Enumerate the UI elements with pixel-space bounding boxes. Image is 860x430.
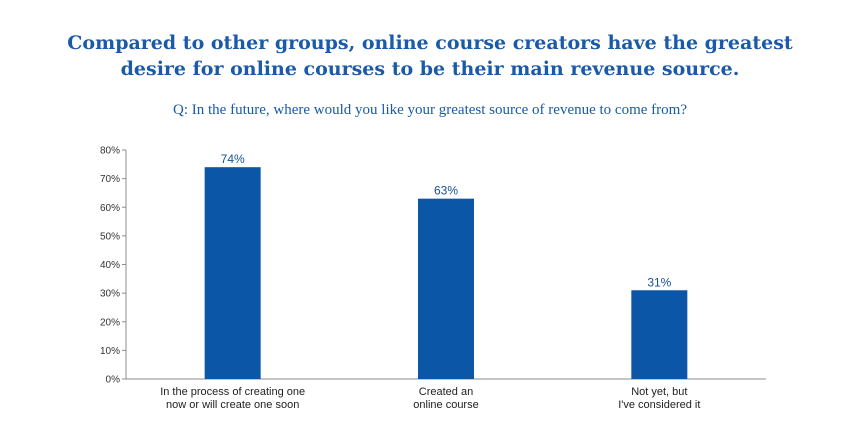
y-tick-label: 0% xyxy=(106,375,121,386)
y-tick-label: 80% xyxy=(100,146,120,157)
category-label: online course xyxy=(413,399,478,411)
chart-subtitle: Q: In the future, where would you like y… xyxy=(173,102,687,118)
bar xyxy=(631,290,688,379)
bar xyxy=(418,198,474,379)
data-label: 31% xyxy=(647,275,671,289)
bar xyxy=(204,167,261,379)
category-label: In the process of creating one xyxy=(160,386,305,398)
y-tick-label: 60% xyxy=(100,203,120,214)
category-label: Not yet, but xyxy=(631,386,687,398)
category-label: Created an xyxy=(419,386,473,398)
y-tick-label: 40% xyxy=(100,260,120,271)
y-tick-label: 70% xyxy=(100,174,120,185)
category-label: I've considered it xyxy=(618,399,700,411)
chart-title-line-2: desire for online courses to be their ma… xyxy=(120,58,740,80)
chart-title-line-1: Compared to other groups, online course … xyxy=(67,32,793,54)
y-tick-label: 20% xyxy=(100,317,120,328)
data-label: 74% xyxy=(221,152,245,166)
y-tick-label: 10% xyxy=(100,346,120,357)
data-label: 63% xyxy=(434,184,458,198)
chart-title: Compared to other groups, online course … xyxy=(0,30,860,82)
y-tick-label: 30% xyxy=(100,289,120,300)
category-label: now or will create one soon xyxy=(166,399,299,411)
y-tick-label: 50% xyxy=(100,231,120,242)
